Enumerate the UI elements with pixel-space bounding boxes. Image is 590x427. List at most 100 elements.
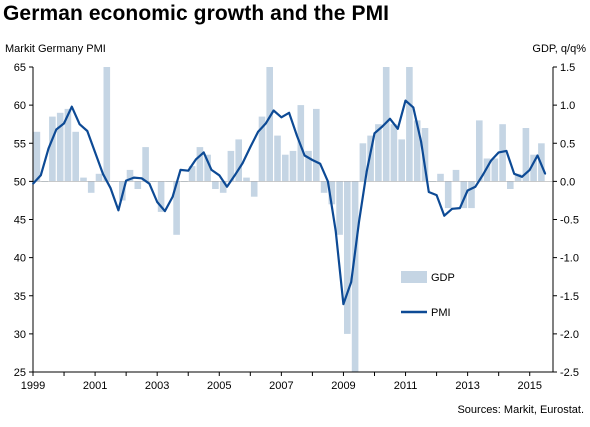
gdp-bar [390,124,398,182]
pmi-point [521,175,523,178]
left-tick-label: 55 [14,138,26,150]
right-axis-title: GDP, q/q% [532,43,586,55]
pmi-point [381,125,384,128]
gdp-bar [437,173,444,182]
gdp-bar [359,143,367,182]
pmi-point [63,122,65,125]
gdp-bar [344,181,351,334]
pmi-point [179,169,182,171]
pmi-point [435,194,438,197]
right-tick-label: -2.5 [560,367,579,379]
gdp-bar [367,135,374,182]
gdp-bar [142,147,149,182]
gdp-bar [219,181,227,193]
gdp-bar [80,177,87,182]
pmi-point [257,130,259,133]
right-tick-label: 1.5 [560,62,575,74]
pmi-point [365,170,368,173]
right-tick-label: -1.0 [560,253,579,265]
gdp-bar [87,181,95,193]
pmi-point [466,189,469,192]
pmi-point [264,122,267,125]
pmi-point [249,146,252,149]
pmi-point [47,147,50,150]
left-tick-label: 60 [14,100,26,112]
pmi-point [125,179,127,182]
gdp-bar [204,154,211,182]
right-tick-label: 1.0 [560,100,575,112]
pmi-point [78,123,81,126]
pmi-point [490,159,492,162]
gdp-bar [375,124,382,182]
right-tick-label: 0.5 [560,138,575,150]
gdp-bar [95,173,103,182]
gdp-bar [258,116,266,182]
pmi-point [280,116,283,119]
gdp-bar [398,139,405,182]
pmi-point [443,214,446,217]
right-tick-label: -0.5 [560,215,579,227]
pmi-point [233,174,236,177]
pmi-point [288,111,290,114]
pmi-point [109,187,112,190]
gdp-bar [476,120,483,182]
pmi-point [117,209,120,212]
gdp-bar [305,150,312,182]
pmi-point [148,182,151,185]
gdp-bar [103,67,111,182]
pmi-point [513,172,516,175]
gdp-bar [351,181,359,372]
x-tick-label: 2009 [331,380,355,392]
pmi-point [241,162,244,165]
legend: GDP PMI [401,271,455,319]
x-tick-label: 2003 [145,380,169,392]
pmi-point [396,127,399,130]
pmi-point [210,169,213,171]
pmi-point [32,182,34,185]
gdp-bar [126,169,134,182]
pmi-point [342,303,345,305]
pmi-point [296,134,298,137]
pmi-point [420,140,422,143]
pmi-point [536,154,539,157]
pmi-point [164,210,166,213]
legend-pmi-label: PMI [431,307,451,319]
pmi-point [311,159,314,161]
pmi-point [427,191,430,193]
gdp-bar [72,131,79,182]
x-tick-label: 2011 [394,380,418,392]
x-tick-label: 2005 [207,380,231,392]
gdp-bar [468,181,475,209]
x-tick-label: 2001 [83,380,107,392]
gdp-bar [33,131,41,182]
left-axis-title: Markit Germany PMI [5,43,106,55]
pmi-point [303,154,306,157]
pmi-point [459,207,461,210]
pmi-point [202,151,205,154]
gdp-bar [243,177,250,182]
gdp-bar [282,154,289,182]
left-tick-label: 35 [14,291,26,303]
gdp-bar [157,181,165,212]
gdp-bar [406,67,413,182]
axes [29,66,557,376]
pmi-point [404,99,407,102]
pmi-point [133,176,135,179]
pmi-point [226,185,228,188]
pmi-point [334,230,337,232]
legend-gdp-swatch [401,271,427,283]
gdp-bar [134,181,142,189]
pmi-point [544,172,547,175]
gdp-bar [530,154,537,182]
left-tick-label: 25 [14,367,26,379]
gdp-bar [212,181,219,189]
left-tick-label: 65 [14,62,26,74]
pmi-point [70,105,73,108]
gdp-bar [49,116,56,182]
pmi-point [86,130,89,132]
pmi-point [505,150,508,152]
left-tick-label: 45 [14,215,26,227]
gdp-bar [274,135,281,182]
pmi-point [482,173,484,176]
gdp-bar [514,173,522,182]
